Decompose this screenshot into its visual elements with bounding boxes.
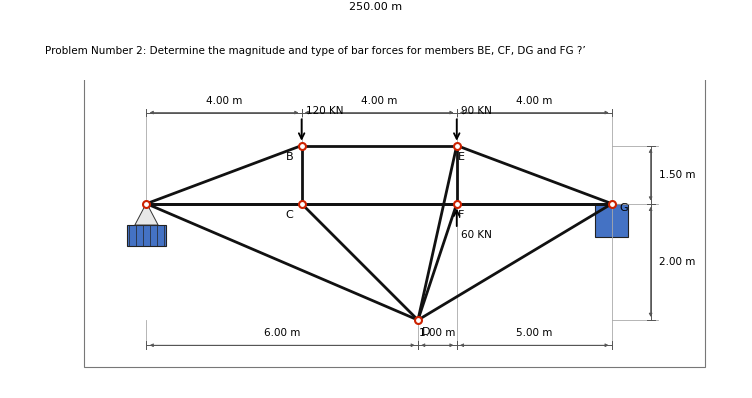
- Text: 90 KN: 90 KN: [462, 106, 493, 116]
- Text: 2.00 m: 2.00 m: [660, 257, 696, 267]
- Text: G: G: [619, 203, 628, 213]
- Text: 1.00 m: 1.00 m: [419, 328, 456, 338]
- Polygon shape: [135, 203, 158, 225]
- Text: 4.00 m: 4.00 m: [516, 96, 553, 105]
- Text: C: C: [285, 210, 293, 220]
- Text: 5.00 m: 5.00 m: [516, 328, 553, 338]
- Text: 250.00 m: 250.00 m: [350, 2, 402, 12]
- Text: 1.50 m: 1.50 m: [660, 170, 696, 179]
- Text: 60 KN: 60 KN: [462, 230, 493, 240]
- Bar: [596, 204, 629, 237]
- Text: D: D: [422, 327, 431, 337]
- Bar: [127, 225, 166, 246]
- Text: 6.00 m: 6.00 m: [264, 328, 300, 338]
- Text: 4.00 m: 4.00 m: [361, 96, 397, 105]
- Text: Problem Number 2: Determine the magnitude and type of bar forces for members BE,: Problem Number 2: Determine the magnitud…: [45, 46, 586, 56]
- Text: 120 KN: 120 KN: [306, 106, 344, 116]
- Text: 4.00 m: 4.00 m: [206, 96, 242, 105]
- Text: E: E: [458, 152, 465, 162]
- Text: B: B: [287, 152, 294, 162]
- Text: F: F: [458, 210, 465, 220]
